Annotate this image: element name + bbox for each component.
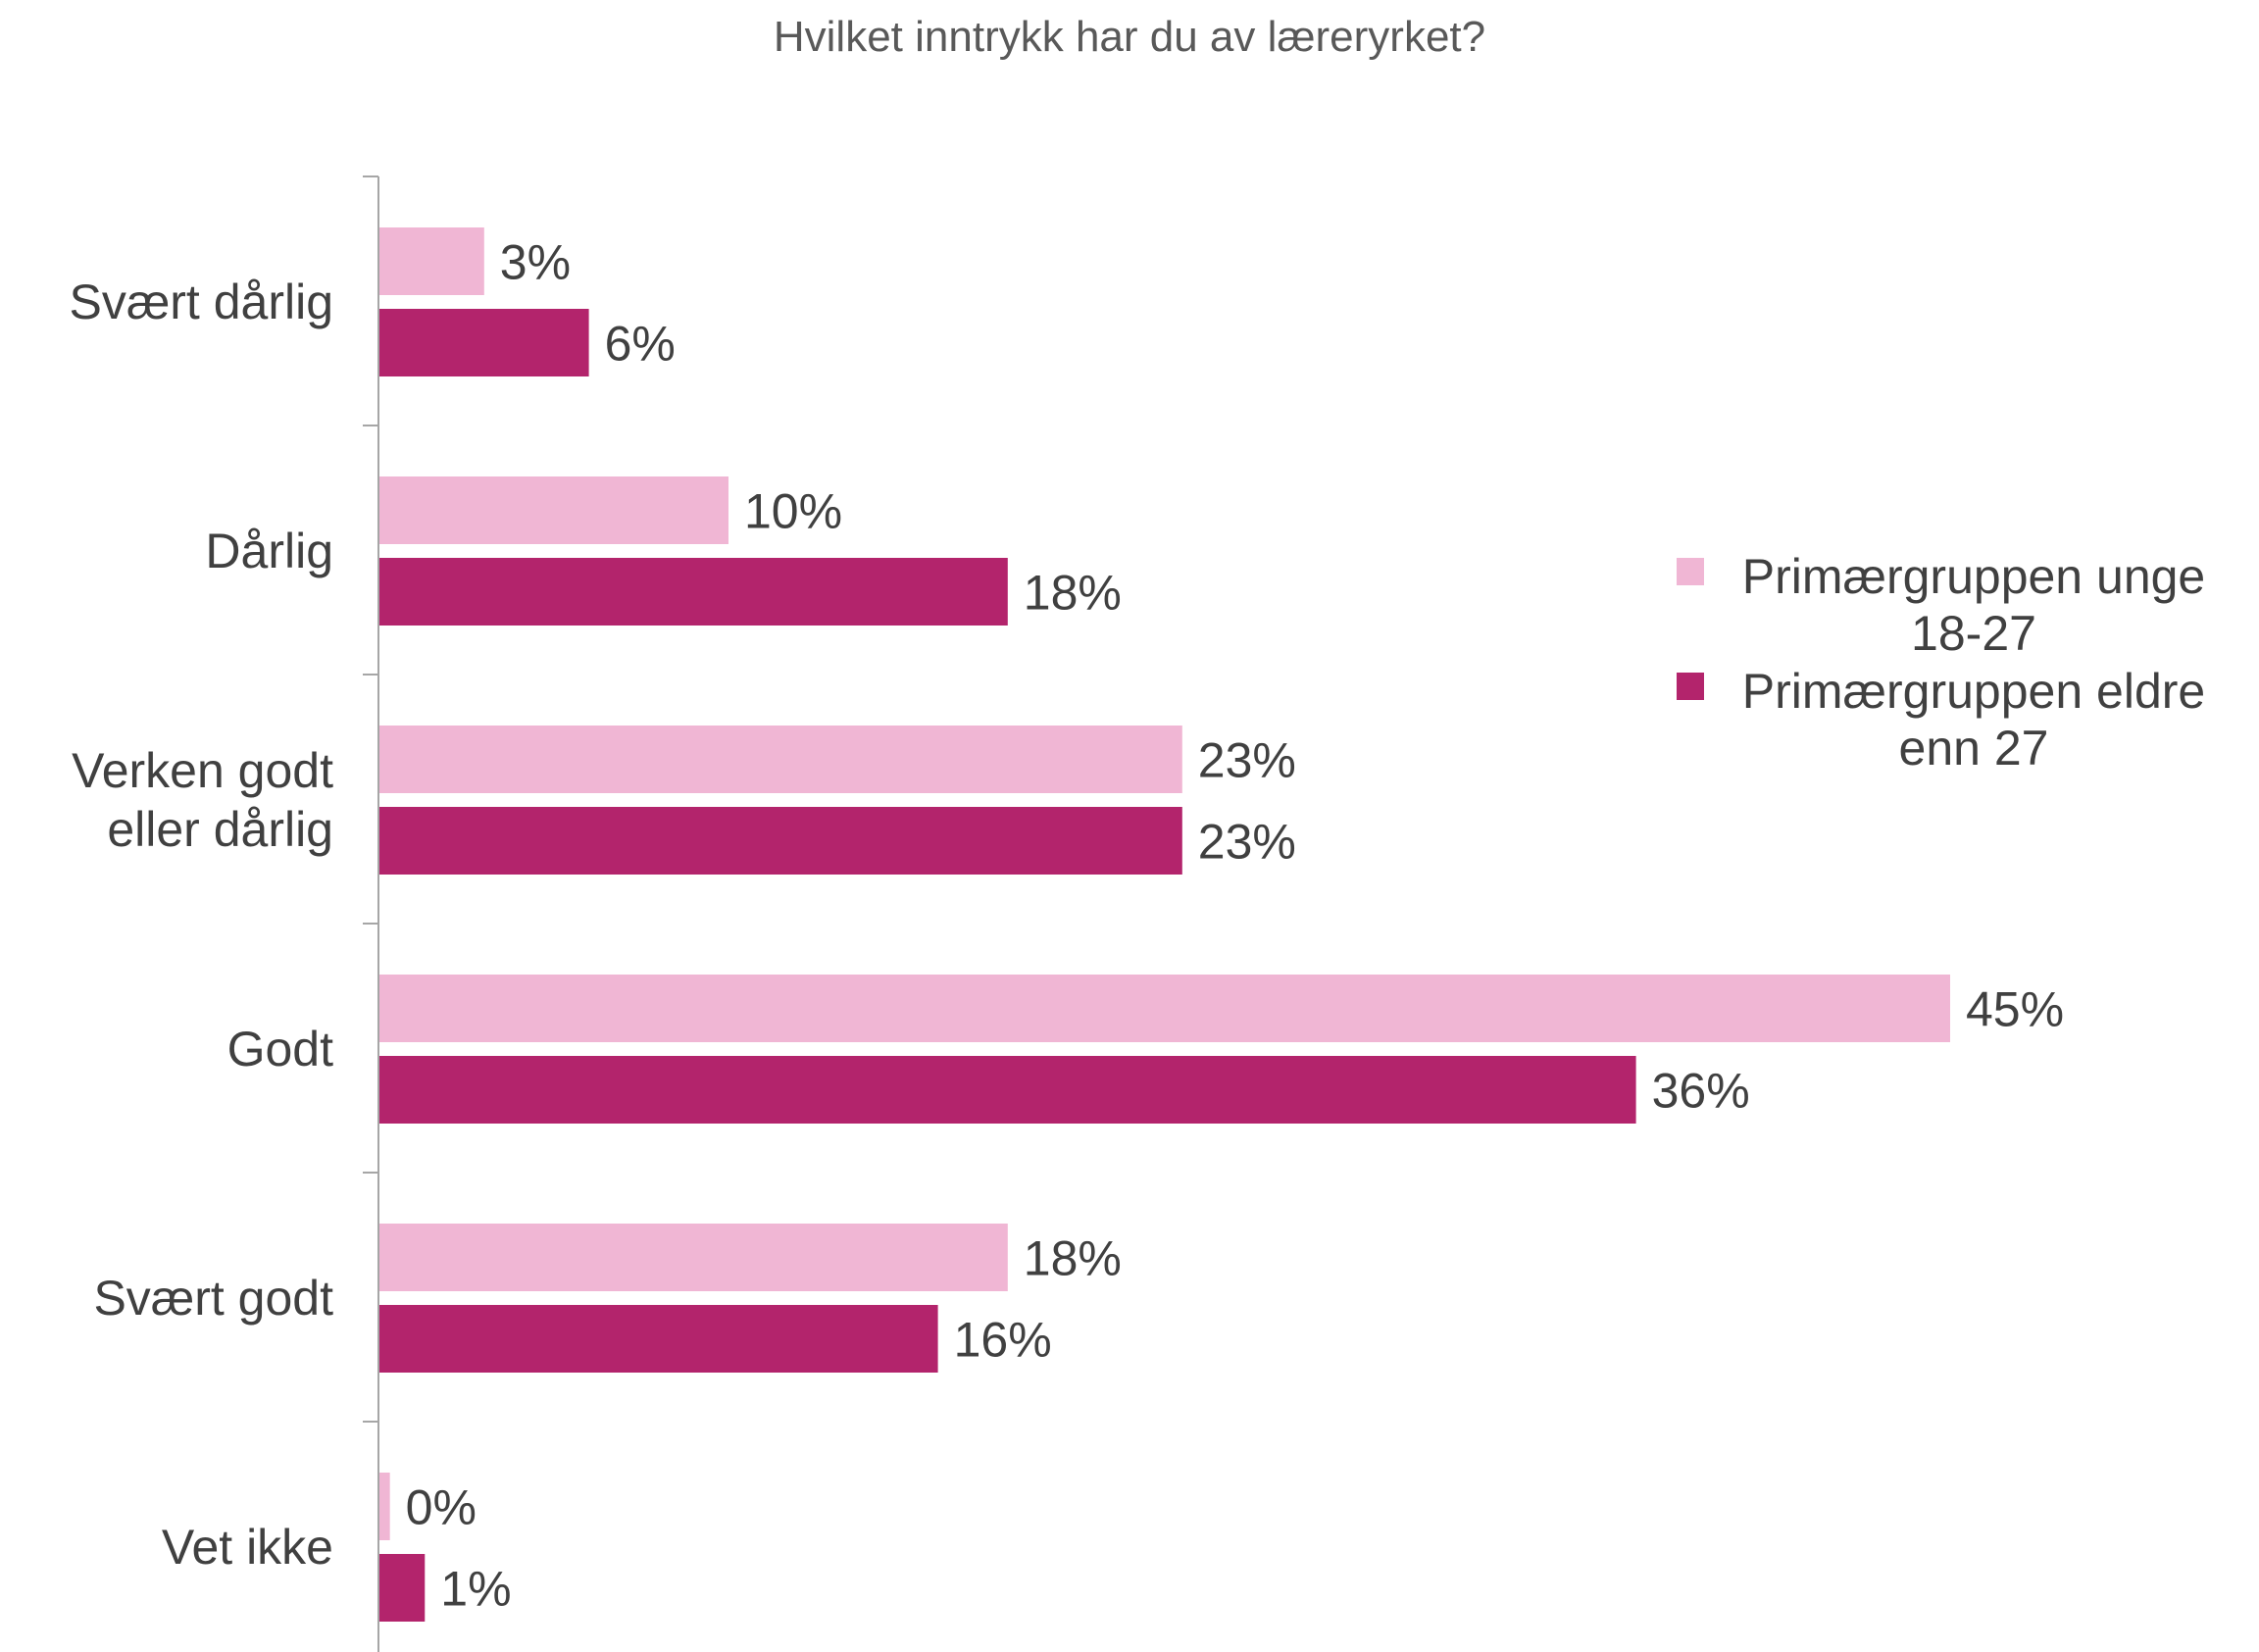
legend-swatch [1677,558,1704,585]
bar-unge-1 [379,476,728,544]
bar-unge-3 [379,975,1950,1042]
data-label: 36% [1652,1064,1750,1119]
bar-eldre-2 [379,807,1182,875]
data-label: 18% [1024,1231,1122,1286]
legend-label: Primærgruppen unge [1742,549,2206,604]
data-label: 6% [605,317,676,372]
data-label: 23% [1198,815,1296,870]
legend-swatch [1677,673,1704,700]
bar-unge-0 [379,227,484,295]
legend-label: enn 27 [1899,721,2049,776]
category-label: Godt [227,1022,334,1076]
data-label: 0% [406,1480,477,1535]
data-label: 18% [1024,566,1122,621]
category-label: Vet ikke [162,1520,333,1575]
bar-eldre-5 [379,1554,426,1622]
data-label: 1% [440,1562,511,1617]
data-labels: 3% 6% 10% 18% 23% 23% 45% 36% 18% 16% 0% 1% [406,235,2064,1617]
legend-label: Primærgruppen eldre [1742,664,2205,719]
chart-title: Hvilket inntrykk har du av læreryrket? [774,13,1485,61]
category-label: Dårlig [205,524,333,578]
data-label: 45% [1966,982,2064,1037]
data-label: 23% [1198,733,1296,788]
y-axis [363,175,379,1652]
category-label: Svært godt [93,1271,333,1326]
bar-eldre-1 [379,558,1008,626]
data-label: 10% [744,484,842,539]
bar-eldre-4 [379,1305,938,1373]
bar-eldre-0 [379,309,589,376]
bar-unge-2 [379,726,1182,793]
data-label: 16% [954,1313,1052,1368]
bar-unge-5 [379,1473,390,1540]
bar-unge-4 [379,1224,1008,1291]
bars [379,227,1950,1622]
category-label: Svært dårlig [69,275,333,329]
data-label: 3% [500,235,571,290]
legend-label: 18-27 [1911,606,2036,661]
category-label: Verken godt [72,743,333,798]
category-label: eller dårlig [107,802,333,857]
bar-eldre-3 [379,1056,1636,1124]
